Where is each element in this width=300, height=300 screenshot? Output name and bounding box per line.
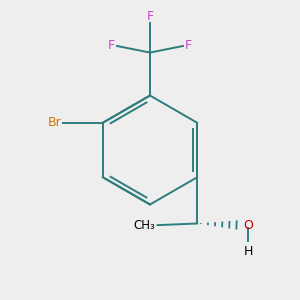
Text: F: F (108, 40, 115, 52)
Text: CH₃: CH₃ (133, 219, 155, 232)
Text: F: F (185, 40, 192, 52)
Text: H: H (244, 245, 253, 258)
Text: O: O (243, 219, 253, 232)
Text: F: F (146, 10, 154, 23)
Text: Br: Br (48, 116, 62, 129)
